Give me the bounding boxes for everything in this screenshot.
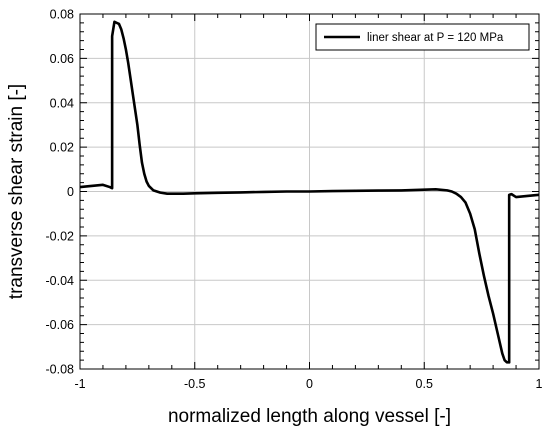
x-tick-label: -1: [74, 377, 85, 391]
x-tick-label: 0: [306, 377, 313, 391]
x-axis-title: normalized length along vessel [-]: [168, 406, 451, 427]
x-tick-label: 1: [536, 377, 543, 391]
y-tick-label: -0.04: [46, 274, 75, 288]
y-tick-label: 0.08: [50, 8, 74, 22]
y-tick-label: 0.06: [50, 52, 74, 66]
y-tick-label: -0.06: [46, 318, 75, 332]
y-axis-title: transverse shear strain [-]: [6, 84, 27, 299]
x-tick-label: -0.5: [184, 377, 206, 391]
series-layer: [79, 20, 540, 364]
x-tick-label: 0.5: [416, 377, 433, 391]
y-tick-label: 0.04: [50, 96, 74, 110]
y-tick-label: -0.08: [46, 363, 75, 377]
y-axis-ticks: -0.08 -0.06 -0.04 -0.02 0 0.02 0.04 0.06 0.08: [46, 8, 75, 377]
series-line: [79, 20, 540, 364]
legend-label: liner shear at P = 120 MPa: [367, 32, 504, 44]
x-axis-ticks: -1 -0.5 0 0.5 1: [74, 377, 542, 391]
y-tick-label: -0.02: [46, 229, 75, 243]
y-tick-label: 0: [67, 185, 74, 199]
legend: liner shear at P = 120 MPa: [315, 23, 530, 51]
plot-frame: [79, 13, 540, 370]
y-tick-label: 0.02: [50, 141, 74, 155]
